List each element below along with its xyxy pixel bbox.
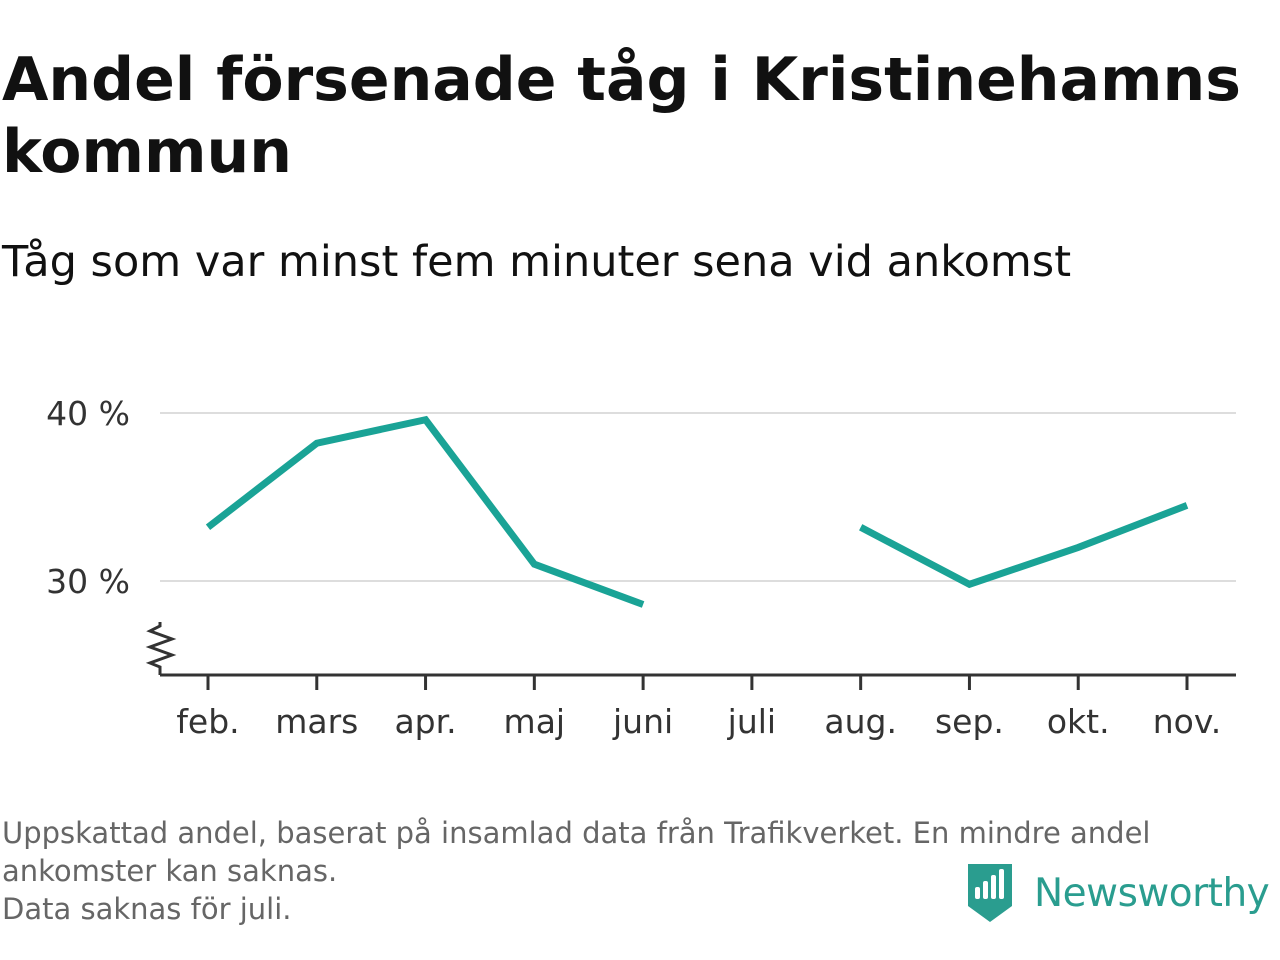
chart-title: Andel försenade tåg i Kristinehamns komm… xyxy=(2,45,1241,187)
newsworthy-logo-icon xyxy=(968,864,1012,922)
x-axis xyxy=(145,622,1236,677)
x-tick-label: maj xyxy=(504,702,566,741)
brand-name: Newsworthy xyxy=(1034,870,1270,916)
x-tick-label: juni xyxy=(612,702,673,741)
x-tick-label: okt. xyxy=(1047,702,1110,741)
axis-break-icon xyxy=(145,622,177,675)
x-axis-ticks: feb. mars apr. maj juni juli aug. sep. okt. nov. xyxy=(176,675,1221,741)
footnote-line-2: ankomster kan saknas. xyxy=(2,854,338,888)
x-tick-label: nov. xyxy=(1153,702,1222,741)
series-line-segment xyxy=(205,415,645,608)
line-chart: 30 % 40 % feb. mars apr. maj juni juli aug. sep.… xyxy=(46,394,1236,741)
brand-logo: Newsworthy xyxy=(964,862,1270,924)
chart-subtitle: Tåg som var minst fem minuter sena vid a… xyxy=(2,237,1072,287)
gridlines xyxy=(160,412,1236,582)
y-axis-ticks: 30 % 40 % xyxy=(46,394,130,601)
x-tick-label: apr. xyxy=(394,702,456,741)
x-tick-label: aug. xyxy=(824,702,897,741)
footnote-line-1: Uppskattad andel, baserat på insamlad da… xyxy=(2,816,1151,850)
x-tick-label: juli xyxy=(727,702,776,741)
footnote: Uppskattad andel, baserat på insamlad da… xyxy=(2,814,1272,928)
series-lines xyxy=(205,415,1189,608)
series-line-segment xyxy=(859,502,1189,589)
x-tick-label: mars xyxy=(275,702,358,741)
y-tick-label: 30 % xyxy=(46,562,130,601)
x-tick-label: sep. xyxy=(935,702,1004,741)
footnote-line-3: Data saknas för juli. xyxy=(2,892,292,926)
x-tick-label: feb. xyxy=(176,702,239,741)
y-tick-label: 40 % xyxy=(46,394,130,433)
